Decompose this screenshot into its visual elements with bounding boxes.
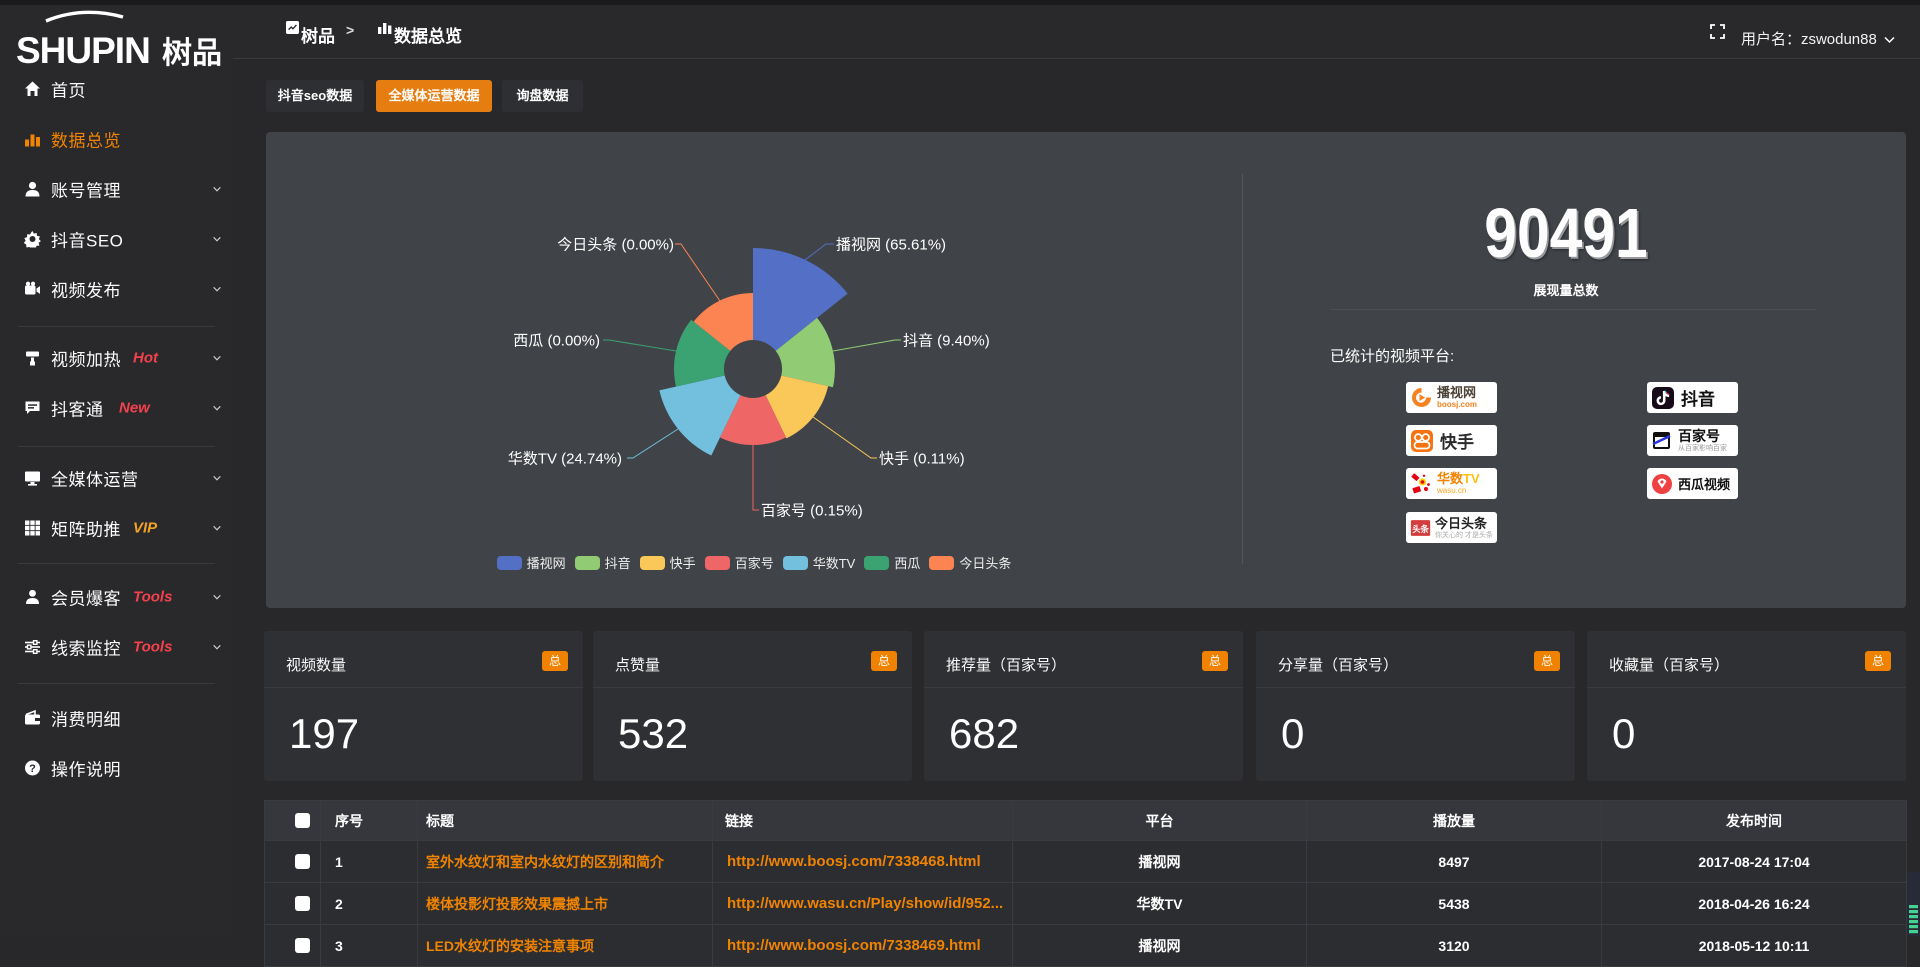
svg-text:树品: 树品 (162, 37, 222, 70)
svg-text:SHUPIN: SHUPIN (16, 30, 150, 71)
svg-text:?: ? (29, 763, 36, 775)
svg-text:头条: 头条 (1412, 523, 1429, 533)
